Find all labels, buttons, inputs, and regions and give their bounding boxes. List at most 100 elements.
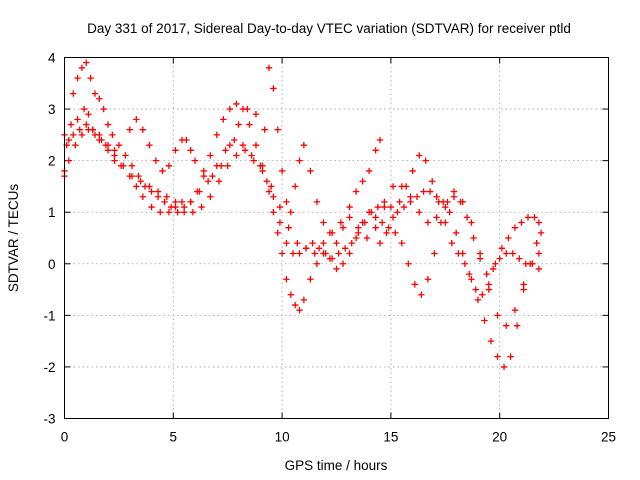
- data-point: [109, 131, 116, 139]
- data-point: [80, 105, 88, 113]
- data-point: [381, 203, 388, 211]
- data-point: [481, 317, 488, 324]
- data-point: [270, 85, 277, 92]
- data-point: [472, 286, 479, 293]
- data-point: [392, 229, 399, 237]
- data-point: [261, 126, 268, 133]
- data-point: [498, 245, 506, 252]
- data-point: [389, 183, 397, 190]
- data-point: [96, 95, 103, 102]
- data-point: [372, 147, 379, 154]
- data-point: [383, 229, 390, 237]
- data-point: [424, 276, 432, 283]
- data-point: [450, 193, 458, 200]
- data-point: [346, 250, 353, 257]
- data-point: [91, 131, 99, 139]
- data-point: [250, 157, 258, 164]
- data-point: [483, 270, 490, 278]
- data-point: [300, 141, 308, 149]
- data-point: [207, 193, 214, 200]
- data-point: [72, 141, 79, 149]
- data-point: [244, 105, 251, 113]
- data-point: [163, 193, 170, 200]
- data-point: [313, 260, 321, 267]
- data-point: [133, 116, 140, 123]
- data-point: [537, 229, 545, 237]
- data-point: [291, 183, 299, 190]
- data-point: [511, 307, 519, 314]
- data-point: [83, 121, 90, 128]
- x-tick-label: 5: [170, 430, 178, 445]
- data-point: [85, 111, 92, 118]
- y-tick-label: 4: [48, 51, 56, 66]
- data-point: [346, 214, 353, 221]
- data-point: [287, 209, 295, 216]
- data-point: [355, 224, 362, 231]
- data-point: [337, 219, 345, 226]
- data-point: [411, 281, 419, 288]
- data-point: [394, 209, 401, 216]
- data-point: [503, 250, 510, 257]
- data-point: [252, 111, 260, 118]
- data-point: [511, 224, 519, 231]
- data-point: [326, 255, 334, 262]
- data-point: [87, 74, 94, 82]
- data-point: [289, 250, 297, 257]
- data-point: [524, 214, 532, 221]
- data-point: [302, 245, 310, 252]
- data-point: [241, 147, 249, 154]
- data-point: [91, 90, 99, 97]
- data-point: [313, 198, 321, 206]
- data-point: [352, 234, 360, 242]
- data-point: [189, 209, 197, 216]
- data-point: [224, 162, 231, 169]
- data-point: [146, 141, 153, 149]
- data-point: [104, 141, 112, 149]
- data-point: [287, 291, 295, 298]
- data-point: [509, 250, 516, 257]
- y-tick-label: 2: [48, 154, 56, 169]
- data-point: [426, 188, 434, 195]
- data-point: [135, 172, 142, 180]
- data-point: [265, 188, 273, 195]
- y-tick-label: -1: [43, 308, 55, 323]
- data-point: [311, 250, 318, 257]
- data-point: [172, 147, 179, 154]
- data-point: [365, 209, 373, 216]
- data-point: [326, 229, 334, 237]
- data-point: [407, 193, 414, 200]
- data-point: [200, 167, 207, 175]
- grid: [64, 57, 609, 419]
- x-tick-label: 15: [383, 430, 398, 445]
- data-point: [120, 162, 127, 169]
- data-point: [187, 147, 194, 154]
- data-point: [535, 219, 543, 226]
- data-point: [74, 74, 81, 82]
- data-point: [494, 353, 501, 360]
- data-point: [187, 198, 194, 206]
- data-point: [137, 178, 144, 185]
- data-point: [496, 255, 503, 262]
- data-point: [191, 157, 199, 164]
- data-point: [535, 265, 543, 273]
- data-point: [231, 136, 238, 144]
- data-point: [431, 250, 438, 257]
- data-point: [276, 203, 284, 211]
- data-point: [226, 105, 234, 113]
- data-point: [115, 141, 123, 149]
- data-point: [409, 167, 416, 175]
- data-point: [339, 260, 347, 267]
- series-2: [61, 59, 543, 314]
- data-point: [378, 219, 386, 226]
- data-point: [111, 147, 118, 154]
- data-point: [376, 239, 384, 247]
- data-point: [352, 188, 360, 195]
- data-point: [442, 203, 449, 211]
- data-point: [487, 337, 495, 345]
- data-point: [278, 250, 286, 257]
- data-point: [435, 198, 442, 206]
- data-point: [442, 219, 449, 226]
- data-point: [500, 363, 508, 371]
- data-point: [422, 157, 429, 164]
- data-point: [342, 245, 349, 252]
